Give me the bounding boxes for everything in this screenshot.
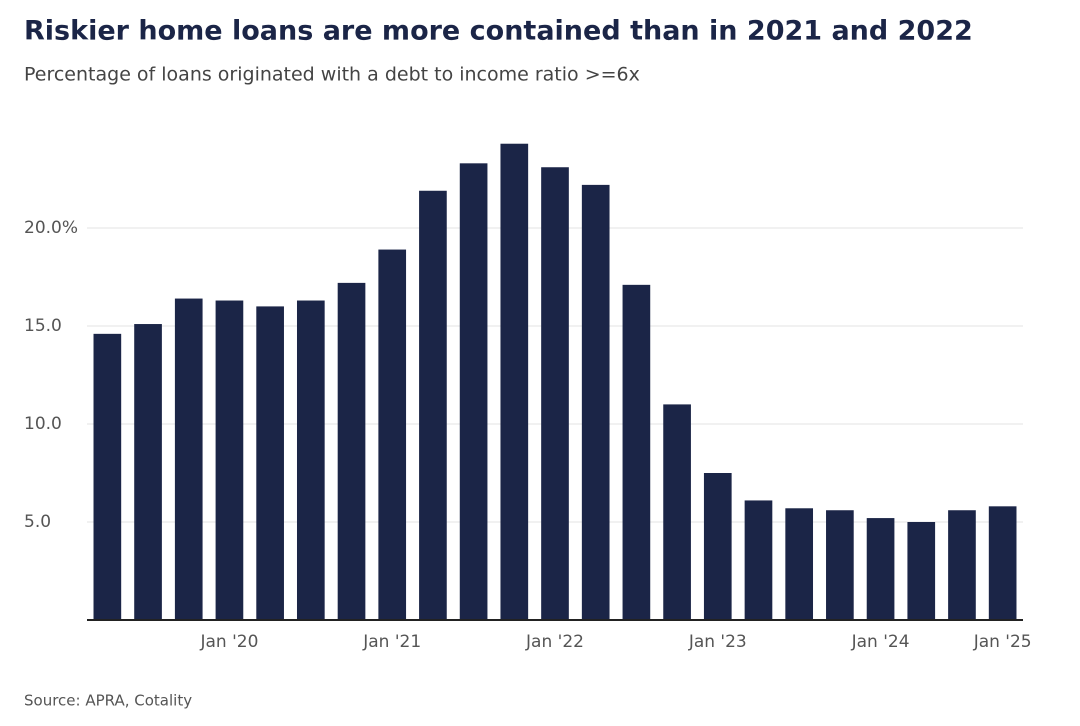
bar <box>174 298 203 620</box>
bar <box>459 163 488 620</box>
y-tick-label: 10.0 <box>24 414 62 434</box>
bar <box>337 282 366 620</box>
bar <box>93 333 122 620</box>
bar <box>744 500 773 620</box>
y-tick-label: 15.0 <box>24 316 62 336</box>
bar <box>785 508 814 620</box>
bar <box>500 143 529 620</box>
bar <box>419 190 447 620</box>
bar <box>907 522 936 620</box>
bar <box>541 167 569 621</box>
x-tick-label: Jan '25 <box>973 632 1032 652</box>
bar <box>296 300 325 620</box>
chart-title: Riskier home loans are more contained th… <box>24 16 973 47</box>
x-tick-label: Jan '23 <box>688 632 747 652</box>
bar <box>256 306 284 620</box>
x-tick-label: Jan '21 <box>362 632 421 652</box>
y-tick-label: 20.0% <box>24 218 78 238</box>
x-tick-label: Jan '20 <box>199 632 258 652</box>
x-tick-label: Jan '24 <box>851 632 910 652</box>
bar <box>581 184 610 620</box>
bar <box>988 506 1017 620</box>
bar <box>378 249 407 620</box>
bar <box>703 473 732 620</box>
source: Source: APRA, Cotality <box>24 692 192 710</box>
bar <box>948 510 976 620</box>
bar <box>622 284 651 620</box>
bar <box>663 404 691 620</box>
y-tick-label: 5.0 <box>24 512 51 532</box>
bar <box>826 510 854 620</box>
bar <box>215 300 244 620</box>
chart-subtitle: Percentage of loans originated with a de… <box>24 64 640 86</box>
x-tick-label: Jan '22 <box>525 632 584 652</box>
bar <box>134 324 162 620</box>
bar <box>866 518 895 620</box>
